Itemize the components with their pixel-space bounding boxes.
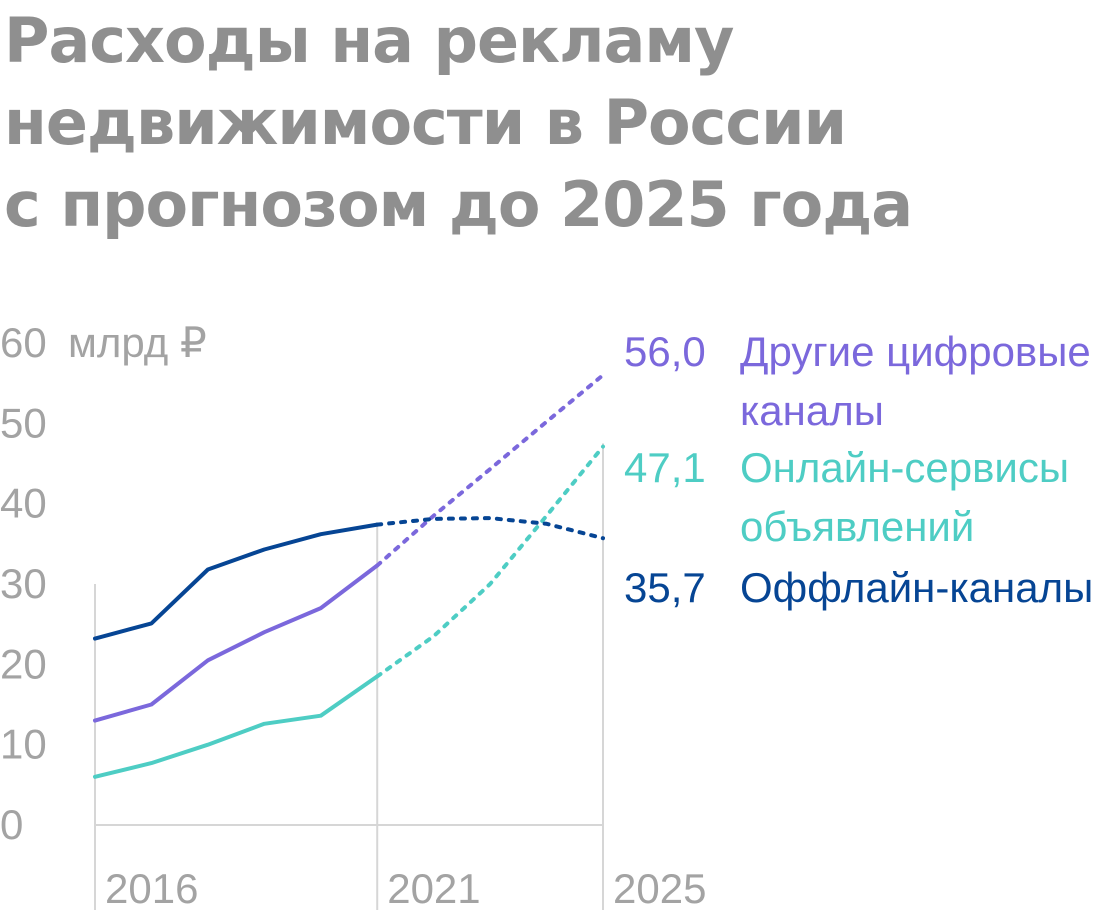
chart-axes: 2016 2021 2025 0 10 20 30 40 50 60 млрд ₽	[0, 319, 706, 912]
series-legend-label-0-0: Другие цифровые	[740, 328, 1091, 375]
chart-title-line-3: с прогнозом до 2025 года	[4, 168, 913, 241]
series-line-actual-0	[93, 563, 380, 723]
series-legend-label-2-0: Оффлайн-каналы	[740, 564, 1093, 611]
y-tick-label-40: 40	[0, 480, 47, 527]
chart-legend: 56,0 Другие цифровые каналы 47,1 Онлайн-серв…	[624, 328, 1093, 611]
x-tick-label-2021: 2021	[387, 865, 480, 912]
y-tick-label-20: 20	[0, 640, 47, 687]
series-line-forecast-0	[375, 373, 605, 568]
y-tick-label-60: 60	[0, 319, 47, 366]
y-unit-label: млрд ₽	[68, 319, 207, 366]
series-end-value-2: 35,7	[624, 564, 706, 611]
series-legend-label-0-1: каналы	[740, 387, 884, 434]
x-tick-label-2025: 2025	[613, 865, 706, 912]
series-legend-label-1-0: Онлайн-сервисы	[740, 444, 1069, 491]
y-tick-label-50: 50	[0, 399, 47, 446]
chart-series-lines	[93, 373, 605, 779]
y-tick-label-30: 30	[0, 560, 47, 607]
series-line-forecast-1	[375, 444, 605, 679]
y-tick-label-10: 10	[0, 721, 47, 768]
series-end-value-0: 56,0	[624, 328, 706, 375]
y-tick-label-0: 0	[0, 801, 23, 848]
series-legend-label-1-1: объявлений	[740, 503, 974, 550]
series-end-value-1: 47,1	[624, 444, 706, 491]
x-tick-label-2016: 2016	[105, 865, 198, 912]
chart-title-line-1: Расходы на рекламу	[4, 4, 734, 77]
series-line-actual-1	[93, 674, 380, 779]
chart-title: Расходы на рекламу недвижимости в России…	[4, 0, 1104, 246]
chart-title-line-2: недвижимости в России	[4, 86, 847, 159]
series-line-actual-2	[93, 522, 380, 641]
series-line-forecast-2	[375, 516, 605, 541]
